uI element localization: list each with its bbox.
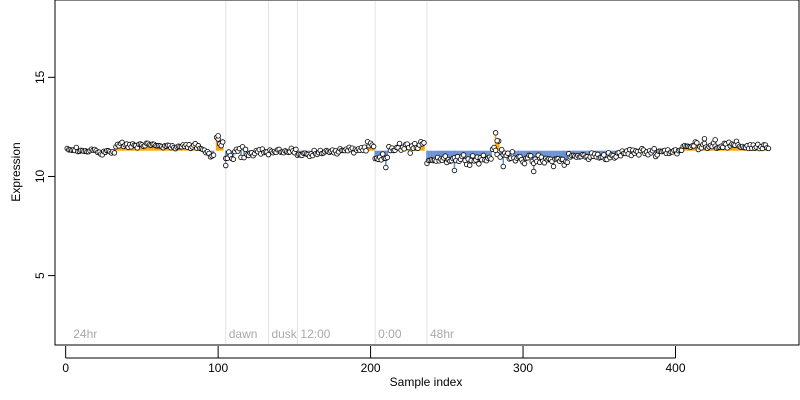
marker-label: 24hr <box>73 327 97 341</box>
data-point <box>220 139 226 145</box>
data-point <box>531 168 537 175</box>
data-point <box>210 152 217 158</box>
data-point <box>293 146 299 153</box>
data-point <box>765 145 772 152</box>
y-tick-label: 5 <box>33 272 47 279</box>
marker-label: 48hr <box>430 327 454 341</box>
data-point <box>223 162 229 169</box>
data-point <box>550 163 557 170</box>
x-axis: 0 100 200 300 400 <box>62 346 686 375</box>
x-tick-label: 400 <box>665 361 685 375</box>
y-axis: 5 10 15 <box>33 70 56 279</box>
data-point <box>265 151 272 158</box>
data-point <box>480 152 487 159</box>
data-point <box>712 137 718 143</box>
data-point <box>230 156 237 162</box>
marker-label: dawn <box>229 327 258 341</box>
x-tick-label: 100 <box>208 361 228 375</box>
marker-label: 0:00 <box>378 327 402 341</box>
data-point <box>499 146 505 153</box>
data-point <box>601 152 607 158</box>
y-tick-label: 15 <box>33 70 47 84</box>
data-point <box>694 140 700 146</box>
x-tick-label: 200 <box>361 361 381 375</box>
data-point <box>701 136 708 142</box>
data-point <box>451 167 458 174</box>
data-point <box>363 148 369 154</box>
marker-label: 12:00 <box>300 327 330 341</box>
data-point <box>476 161 482 167</box>
data-point <box>383 164 389 171</box>
data-point <box>488 156 494 162</box>
data-point <box>505 150 511 156</box>
timepoint-marker-lines <box>225 1 428 344</box>
data-point <box>651 146 657 152</box>
data-point <box>521 160 528 167</box>
x-tick-label: 300 <box>513 361 533 375</box>
data-point <box>564 159 570 166</box>
data-point <box>492 130 499 136</box>
data-point <box>407 150 413 156</box>
data-point <box>370 143 377 150</box>
data-point <box>527 153 534 159</box>
marker-label: dusk <box>271 327 297 341</box>
data-point <box>509 149 516 155</box>
data-point <box>460 152 467 158</box>
timepoint-annotations: 24hr dawn dusk 12:00 0:00 48hr <box>73 327 454 341</box>
data-point <box>494 138 500 144</box>
data-point <box>384 154 391 161</box>
data-point <box>470 153 476 159</box>
data-point <box>242 146 249 153</box>
data-point <box>500 163 506 170</box>
x-tick-label: 0 <box>62 361 69 375</box>
y-axis-title: Expression <box>9 142 23 201</box>
data-point <box>396 140 403 147</box>
data-points <box>64 130 772 175</box>
y-tick-label: 10 <box>33 169 47 183</box>
data-point <box>111 150 118 156</box>
x-axis-title: Sample index <box>390 375 463 389</box>
data-point <box>442 153 448 159</box>
data-point <box>421 140 427 146</box>
data-point <box>466 162 473 168</box>
data-point <box>215 133 221 139</box>
